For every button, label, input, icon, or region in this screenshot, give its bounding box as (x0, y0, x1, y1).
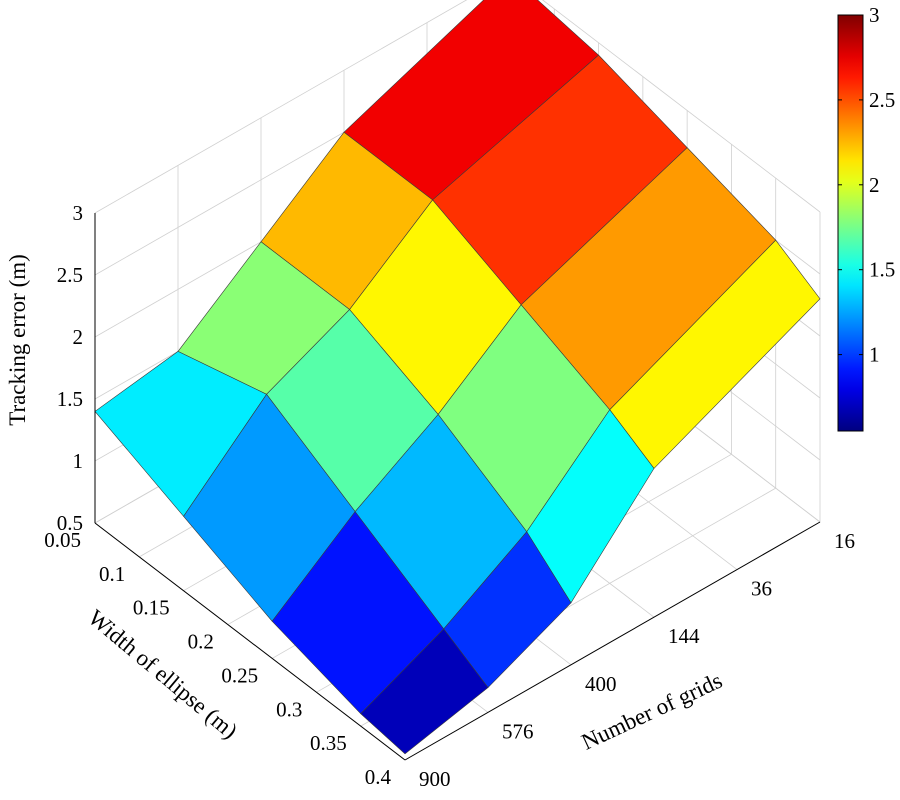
y-tick-label: 0.35 (310, 731, 347, 755)
colorbar-tick-label: 2.5 (869, 88, 895, 112)
z-tick-label: 3 (73, 201, 84, 225)
x-tick-label: 900 (419, 767, 451, 791)
y-tick-label: 0.3 (276, 697, 302, 721)
colorbar-tick-label: 1.5 (869, 258, 895, 282)
colorbar: 1 1.5 2 2.5 3 (837, 3, 895, 432)
z-tick-label: 1.5 (57, 387, 83, 411)
tick-labels: 0.5 1 1.5 2 2.5 3 0.05 0.1 0.15 0.2 0.25 0.3 0.35 0.4… (44, 201, 855, 791)
x-axis-line (404, 521, 821, 761)
y-axis-line (94, 522, 406, 761)
y-tick-label: 0.1 (99, 562, 125, 586)
z-tick-label: 0.5 (57, 511, 83, 535)
colorbar-tick-label: 3 (869, 3, 880, 27)
y-tick-label: 0.25 (221, 663, 258, 687)
y-tick-label: 0.4 (365, 765, 392, 789)
y-axis-label: Width of ellipse (m) (83, 605, 242, 744)
surface-patches (94, 0, 821, 755)
z-tick-label: 2 (73, 325, 84, 349)
surface-patch (360, 628, 489, 755)
x-tick-label: 36 (751, 577, 772, 601)
x-tick-label: 576 (502, 719, 534, 743)
x-tick-label: 16 (834, 529, 855, 553)
y-tick-label: 0.15 (133, 596, 170, 620)
z-tick-label: 1 (73, 449, 84, 473)
colorbar-tick-label: 2 (869, 173, 880, 197)
x-tick-label: 400 (585, 672, 617, 696)
z-gridline (94, 0, 821, 214)
colorbar-tick-label: 1 (869, 343, 880, 367)
colorbar-gradient (837, 14, 864, 432)
x-tick-label: 144 (668, 624, 700, 648)
z-tick-label: 2.5 (57, 263, 83, 287)
y-tick-label: 0.2 (188, 630, 214, 654)
y-tick-label: 0.05 (44, 528, 81, 552)
z-axis-label: Tracking error (m) (5, 254, 30, 426)
axis-lines (94, 213, 821, 761)
